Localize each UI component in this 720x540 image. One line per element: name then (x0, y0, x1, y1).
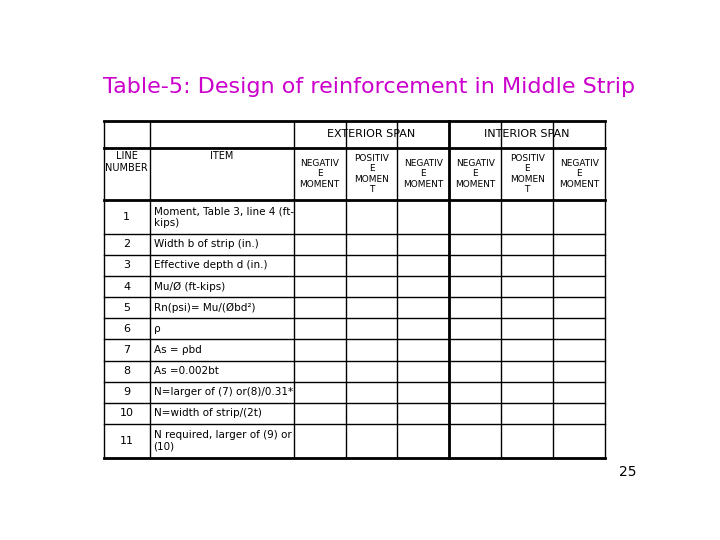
Text: 2: 2 (123, 239, 130, 249)
Text: POSITIV
E
MOMEN
T: POSITIV E MOMEN T (510, 154, 544, 194)
Text: N required, larger of (9) or
(10): N required, larger of (9) or (10) (153, 430, 292, 451)
Text: NEGATIV
E
MOMENT: NEGATIV E MOMENT (403, 159, 444, 189)
Text: 3: 3 (123, 260, 130, 271)
Text: 9: 9 (123, 387, 130, 397)
Text: NEGATIV
E
MOMENT: NEGATIV E MOMENT (559, 159, 599, 189)
Text: ρ: ρ (153, 324, 161, 334)
Text: NEGATIV
E
MOMENT: NEGATIV E MOMENT (300, 159, 340, 189)
Text: 6: 6 (123, 324, 130, 334)
Text: 11: 11 (120, 436, 134, 446)
Text: Moment, Table 3, line 4 (ft-
kips): Moment, Table 3, line 4 (ft- kips) (153, 206, 294, 228)
Text: EXTERIOR SPAN: EXTERIOR SPAN (328, 130, 415, 139)
Text: 4: 4 (123, 281, 130, 292)
Text: As = ρbd: As = ρbd (153, 345, 202, 355)
Text: ITEM: ITEM (210, 151, 233, 161)
Text: INTERIOR SPAN: INTERIOR SPAN (485, 130, 570, 139)
Text: N=width of strip/(2t): N=width of strip/(2t) (153, 408, 261, 418)
Text: Mu/Ø (ft-kips): Mu/Ø (ft-kips) (153, 281, 225, 292)
Text: 1: 1 (123, 212, 130, 222)
Text: NEGATIV
E
MOMENT: NEGATIV E MOMENT (455, 159, 495, 189)
Text: 7: 7 (123, 345, 130, 355)
Text: N=larger of (7) or(8)/0.31*: N=larger of (7) or(8)/0.31* (153, 387, 293, 397)
Text: 10: 10 (120, 408, 134, 418)
Text: As =0.002bt: As =0.002bt (153, 366, 218, 376)
Text: Table-5: Design of reinforcement in Middle Strip: Table-5: Design of reinforcement in Midd… (103, 77, 635, 97)
Text: 8: 8 (123, 366, 130, 376)
Text: Width b of strip (in.): Width b of strip (in.) (153, 239, 258, 249)
Text: Effective depth d (in.): Effective depth d (in.) (153, 260, 267, 271)
Text: POSITIV
E
MOMEN
T: POSITIV E MOMEN T (354, 154, 389, 194)
Text: Rn(psi)= Mu/(Øbd²): Rn(psi)= Mu/(Øbd²) (153, 302, 255, 313)
Text: LINE
NUMBER: LINE NUMBER (105, 151, 148, 173)
Text: 25: 25 (619, 464, 637, 478)
Text: 5: 5 (123, 303, 130, 313)
